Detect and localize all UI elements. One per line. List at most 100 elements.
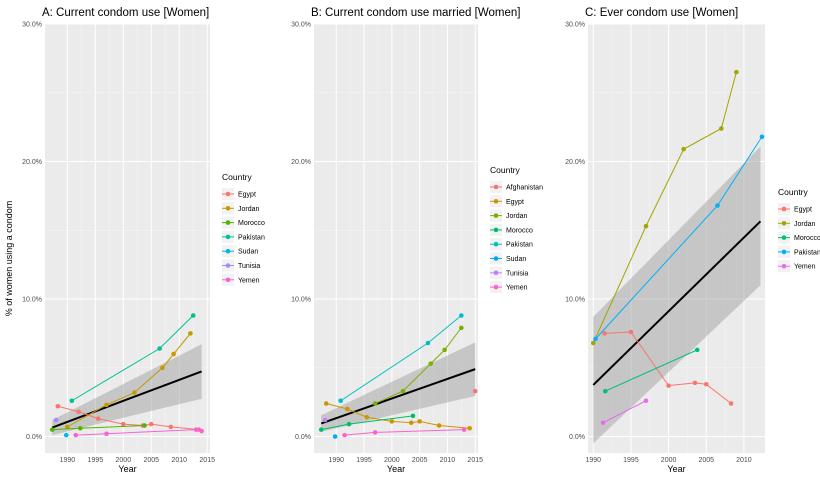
data-point <box>193 427 199 432</box>
plot-background <box>314 24 478 453</box>
legend-label: Morocco <box>506 227 533 234</box>
legend-key-point <box>781 249 787 255</box>
data-point <box>346 421 352 427</box>
data-point <box>590 340 596 346</box>
legend-key <box>778 260 790 273</box>
series-pakistan <box>593 134 765 342</box>
x-tick-label: 2010 <box>736 457 752 464</box>
trend-line <box>320 368 476 425</box>
legend-title: Country <box>222 172 253 182</box>
x-tick-label: 1990 <box>60 457 76 464</box>
legend-key-point <box>781 263 787 269</box>
legend-label: Morocco <box>238 220 265 227</box>
legend-key-point <box>225 263 231 268</box>
data-point <box>364 414 370 420</box>
legend-label: Sudan <box>506 256 526 263</box>
x-tick-label: 1995 <box>356 457 372 464</box>
data-point <box>389 419 395 424</box>
x-tick-label: 1990 <box>328 457 344 464</box>
legend-key <box>778 217 790 230</box>
legend-title: Country <box>490 165 521 175</box>
series-egypt <box>55 403 202 432</box>
legend-label: Egypt <box>238 192 256 199</box>
legend-key-point <box>493 284 499 290</box>
data-point <box>49 427 55 432</box>
y-tick-label: 0.0% <box>569 434 585 441</box>
legend-a: Country Egypt Jordan Morocco Pakistan Sudan Tu… <box>222 172 265 286</box>
series-yemen <box>73 427 204 438</box>
data-point <box>666 383 671 388</box>
x-tick-label: 2005 <box>412 457 428 464</box>
data-point <box>703 381 709 387</box>
data-point <box>332 434 338 439</box>
x-axis-title: Year <box>118 464 136 474</box>
x-tick-label: 2000 <box>384 457 400 464</box>
data-point <box>628 329 634 335</box>
legend-key-point <box>493 213 499 218</box>
legend-key-point <box>493 184 499 190</box>
data-point <box>461 427 467 432</box>
series-sudan <box>332 434 338 439</box>
data-point <box>400 388 406 394</box>
data-point <box>436 423 442 428</box>
series-line <box>67 333 191 428</box>
legend-b: Country Afghanistan Egypt Jordan Morocco Paki… <box>490 165 543 294</box>
legend-key <box>222 216 234 229</box>
legend-key <box>222 202 234 215</box>
data-point <box>372 401 378 406</box>
plot-background <box>45 24 210 453</box>
trend-line <box>592 220 762 386</box>
legend-label: Jordan <box>794 221 816 228</box>
legend-key-point <box>225 248 231 254</box>
data-point <box>322 417 328 423</box>
data-point <box>728 401 734 406</box>
panel-b: B: Current condom use married [Women] 199… <box>291 7 520 474</box>
legend-title: Country <box>778 187 809 197</box>
legend-label: Sudan <box>238 249 258 256</box>
legend-key <box>490 181 502 193</box>
data-point <box>643 398 649 404</box>
legend-key <box>778 231 790 244</box>
legend-key-point <box>493 241 499 247</box>
x-axis-title: Year <box>667 464 685 474</box>
data-point <box>442 347 447 353</box>
y-tick-label: 20.0% <box>565 159 585 166</box>
x-tick-label: 1995 <box>88 457 104 464</box>
gridlines <box>45 23 210 453</box>
series-tunisia <box>53 417 59 423</box>
data-point <box>719 126 724 131</box>
data-point <box>160 365 165 371</box>
series-egypt <box>602 329 734 406</box>
gridlines <box>314 23 478 453</box>
data-point <box>148 421 154 427</box>
legend-label: Yemen <box>238 277 260 284</box>
data-point <box>692 380 698 386</box>
legend-label: Pakistan <box>506 242 533 249</box>
data-point <box>600 420 606 426</box>
data-point <box>694 347 700 353</box>
series-jordan <box>65 331 193 430</box>
y-tick-label: 10.0% <box>565 297 585 304</box>
legend-label: Pakistan <box>794 249 820 256</box>
data-point <box>69 398 75 404</box>
series-line <box>326 403 470 429</box>
x-tick-label: 2015 <box>467 457 483 464</box>
series-morocco <box>318 413 416 432</box>
legend-key <box>490 195 502 208</box>
legend-key <box>490 252 502 265</box>
legend-key-point <box>493 270 499 276</box>
series-pakistan <box>338 313 464 404</box>
legend-key <box>490 209 502 222</box>
legend-key-point <box>781 206 787 212</box>
x-tick-label: 2000 <box>116 457 132 464</box>
legend-label: Tunisia <box>506 270 528 277</box>
legend-key-point <box>493 256 499 261</box>
data-point <box>643 223 649 229</box>
legend-key-point <box>225 234 231 240</box>
legend-key <box>490 281 502 294</box>
data-point <box>104 402 109 408</box>
legend-key-point <box>225 191 231 197</box>
data-point <box>410 413 416 419</box>
data-point <box>188 331 193 336</box>
legend-label: Tunisia <box>238 263 260 270</box>
